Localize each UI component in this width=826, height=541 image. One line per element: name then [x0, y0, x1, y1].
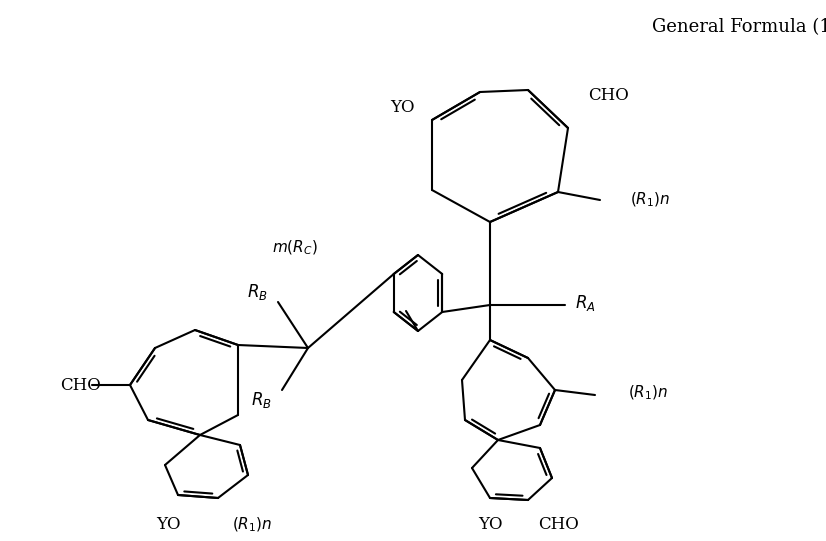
Text: $R_A$: $R_A$ [575, 293, 596, 313]
Text: General Formula (1): General Formula (1) [652, 18, 826, 36]
Text: $R_B$: $R_B$ [251, 390, 272, 410]
Text: YO: YO [391, 100, 415, 116]
Text: $(R_1)n$: $(R_1)n$ [630, 191, 671, 209]
Text: CHO: CHO [60, 377, 101, 393]
Text: CHO: CHO [538, 516, 579, 533]
Text: $m(R_C)$: $m(R_C)$ [272, 239, 318, 257]
Text: $(R_1)n$: $(R_1)n$ [232, 516, 273, 535]
Text: $(R_1)n$: $(R_1)n$ [628, 384, 668, 402]
Text: YO: YO [477, 516, 502, 533]
Text: YO: YO [156, 516, 180, 533]
Text: $R_B$: $R_B$ [247, 282, 268, 302]
Text: CHO: CHO [588, 87, 629, 103]
